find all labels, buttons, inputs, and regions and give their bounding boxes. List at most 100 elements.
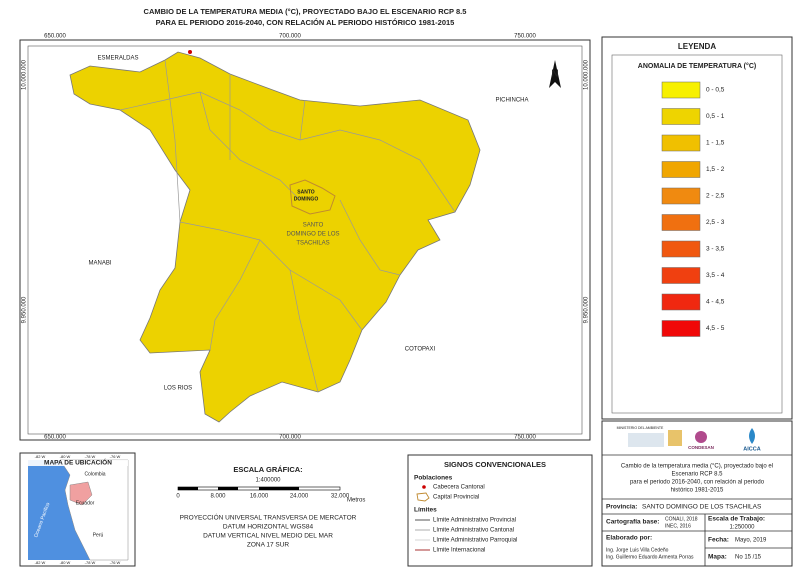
scale-segment xyxy=(218,487,238,490)
description-line: para el periodo 2016-2040, con relación … xyxy=(630,480,765,486)
info-label: Mapa: xyxy=(708,554,727,561)
province-label: SANTO xyxy=(303,223,324,229)
location-title-bg xyxy=(28,460,128,466)
signs-item: Límite Administrativo Cantonal xyxy=(433,528,514,534)
info-value: 1:250000 xyxy=(729,525,755,531)
x-coord-label: 700.000 xyxy=(279,34,301,40)
scale-mark: 24.000 xyxy=(290,494,309,500)
cabecera-symbol xyxy=(422,485,426,489)
logo xyxy=(695,431,707,443)
projection-line: ZONA 17 SUR xyxy=(247,542,290,549)
signs-item: Capital Provincial xyxy=(433,495,479,501)
legend-label: 4,5 - 5 xyxy=(706,325,725,332)
location-tick: -80 W xyxy=(60,560,71,565)
y-coord-label: 10.000.000 xyxy=(584,59,590,90)
signs-item: Cabecera Cantonal xyxy=(433,485,485,491)
legend-swatch xyxy=(661,187,701,205)
capital-label: SANTO xyxy=(297,189,315,195)
scale-segment xyxy=(178,487,198,490)
info-label: Cartografía base: xyxy=(606,519,659,526)
author: Ing. Guillermo Eduardo Armenta Porras xyxy=(606,554,694,560)
north-arrow xyxy=(549,60,561,88)
legend-label: 3,5 - 4 xyxy=(706,272,725,279)
scale-mark: 32.000 xyxy=(331,494,350,500)
place-label: ESMERALDAS xyxy=(97,56,138,62)
legend-swatch xyxy=(661,108,701,125)
title-line: CAMBIO DE LA TEMPERATURA MEDIA (°C), PRO… xyxy=(144,7,467,16)
province-label: DOMINGO DE LOS xyxy=(286,232,339,238)
legend-subtitle: ANOMALIA DE TEMPERATURA (°C) xyxy=(638,62,756,70)
capital-symbol xyxy=(416,492,430,502)
location-frame xyxy=(19,452,136,567)
info-panel xyxy=(601,420,793,567)
scale-mark: 0 xyxy=(176,494,180,500)
projection-line: DATUM HORIZONTAL WGS84 xyxy=(223,524,314,531)
legend-swatch xyxy=(661,161,701,178)
signs-item: Límite Administrativo Provincial xyxy=(433,518,516,524)
legend-swatch xyxy=(661,293,701,311)
legend-label: 1 - 1,5 xyxy=(706,140,725,147)
x-coord-label: 750.000 xyxy=(514,34,536,40)
x-coord-label: 700.000 xyxy=(279,435,301,441)
legend-title: LEYENDA xyxy=(678,42,716,51)
scale-segment xyxy=(259,487,299,490)
place-label: LOS RIOS xyxy=(164,386,192,392)
logo-text: CONDESAN xyxy=(688,445,714,450)
location-tick: -76 W xyxy=(110,454,121,459)
scale-mark: 8.000 xyxy=(210,494,226,500)
country-label: Ecuador xyxy=(76,500,95,506)
signs-section: Poblaciones xyxy=(414,475,453,482)
location-ecuador xyxy=(69,481,93,506)
projection-line: PROYECCIÓN UNIVERSAL TRANSVERSA DE MERCA… xyxy=(180,513,357,522)
y-coord-label: 9.950.000 xyxy=(584,296,590,323)
info-label: Elaborado por: xyxy=(606,535,652,542)
scale-ratio: 1:400000 xyxy=(255,478,281,484)
legend-label: 1,5 - 2 xyxy=(706,166,725,173)
info-value: Mayo, 2019 xyxy=(735,538,767,544)
location-title: MAPA DE UBICACIÓN xyxy=(44,458,112,467)
signs-panel xyxy=(407,454,593,567)
capital-outline xyxy=(289,179,336,215)
signs-title: SIGNOS CONVENCIONALES xyxy=(444,460,546,469)
legend-label: 2,5 - 3 xyxy=(706,219,725,226)
legend-inner xyxy=(611,54,783,414)
legend-swatch xyxy=(661,320,701,337)
scale-unit: Metros xyxy=(347,498,365,504)
legend-panel xyxy=(601,36,793,420)
logo xyxy=(628,433,664,447)
x-coord-label: 650.000 xyxy=(44,435,66,441)
signs-section: Límites xyxy=(414,507,437,514)
legend-label: 0,5 - 1 xyxy=(706,113,725,120)
map-frame xyxy=(19,39,591,441)
cabecera-point xyxy=(188,50,192,54)
capital-label: DOMINGO xyxy=(294,196,319,202)
country-label: Colombia xyxy=(84,471,105,477)
y-coord-label: 10.000.000 xyxy=(22,59,28,90)
logo-text: AICCA xyxy=(743,446,760,452)
description-line: Escenario RCP 8.5 xyxy=(672,472,724,478)
legend-items: 0 - 0,5 0,5 - 1 1 - 1,5 1,5 - 2 2 - 2,5 2,5 -… xyxy=(661,81,725,337)
legend-swatch xyxy=(661,240,701,258)
place-label: MANABI xyxy=(88,261,111,267)
legend-swatch xyxy=(661,267,701,284)
logo xyxy=(668,430,682,446)
scale-mark: 16.000 xyxy=(250,494,269,500)
province-area xyxy=(69,51,481,423)
location-tick: -82 W xyxy=(35,454,46,459)
legend-label: 0 - 0,5 xyxy=(706,87,725,94)
info-value: CONALI, 2018 xyxy=(665,516,698,522)
location-tick: -78 W xyxy=(85,560,96,565)
location-tick: -78 W xyxy=(85,454,96,459)
location-tick: -82 W xyxy=(35,560,46,565)
legend-label: 3 - 3,5 xyxy=(706,246,725,253)
info-label: Fecha: xyxy=(708,537,729,544)
author: Ing. Jorge Luis Villa Cedeño xyxy=(606,547,669,553)
map-neatline xyxy=(27,45,583,435)
signs-item: Límite Administrativo Parroquial xyxy=(433,538,517,544)
place-label: PICHINCHA xyxy=(495,98,528,104)
scale-title: ESCALA GRÁFICA: xyxy=(233,465,302,474)
province-label: TSACHILAS xyxy=(296,241,329,247)
place-label: COTOPAXI xyxy=(405,347,436,353)
signs-item: Límite Internacional xyxy=(433,548,485,554)
